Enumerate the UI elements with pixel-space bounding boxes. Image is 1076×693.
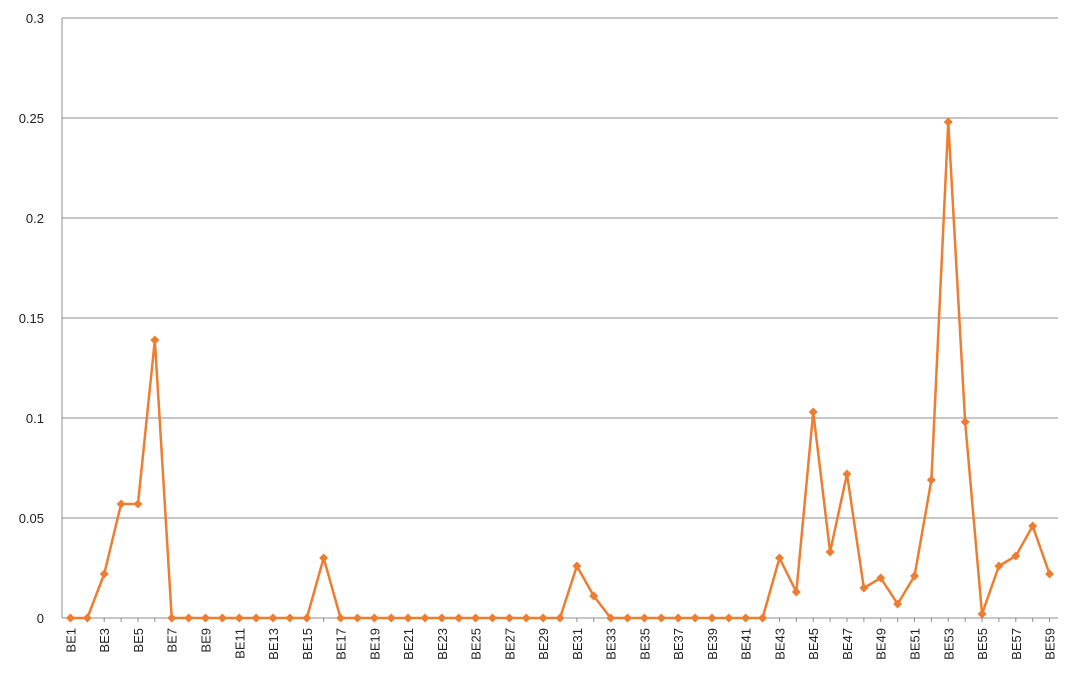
marker — [977, 609, 987, 619]
marker — [656, 613, 666, 623]
y-tick-label: 0.1 — [26, 411, 44, 426]
y-tick-label: 0.25 — [19, 111, 44, 126]
marker — [1011, 551, 1021, 561]
marker — [791, 587, 801, 597]
marker — [741, 613, 751, 623]
marker — [1045, 569, 1055, 579]
marker — [437, 613, 447, 623]
marker — [1028, 521, 1038, 531]
marker — [876, 573, 886, 583]
marker — [774, 553, 784, 563]
x-tick-label: BE45 — [806, 628, 821, 660]
x-tick-label: BE57 — [1009, 628, 1024, 660]
marker — [926, 475, 936, 485]
marker — [555, 613, 565, 623]
marker — [842, 469, 852, 479]
marker — [859, 583, 869, 593]
marker — [572, 561, 582, 571]
marker — [960, 417, 970, 427]
x-tick-label: BE51 — [908, 628, 923, 660]
marker — [724, 613, 734, 623]
marker — [251, 613, 261, 623]
marker — [302, 613, 312, 623]
marker — [471, 613, 481, 623]
marker — [808, 407, 818, 417]
marker — [639, 613, 649, 623]
marker — [504, 613, 514, 623]
marker — [184, 613, 194, 623]
x-tick-label: BE3 — [97, 628, 112, 653]
marker — [589, 591, 599, 601]
x-tick-label: BE59 — [1043, 628, 1058, 660]
x-tick-label: BE27 — [502, 628, 517, 660]
x-tick-label: BE7 — [165, 628, 180, 653]
x-tick-label: BE13 — [266, 628, 281, 660]
marker — [150, 335, 160, 345]
marker — [319, 553, 329, 563]
marker — [336, 613, 346, 623]
x-tick-label: BE39 — [705, 628, 720, 660]
marker — [487, 613, 497, 623]
x-tick-label: BE41 — [739, 628, 754, 660]
marker — [99, 569, 109, 579]
x-tick-label: BE29 — [536, 628, 551, 660]
marker — [167, 613, 177, 623]
marker — [234, 613, 244, 623]
marker — [673, 613, 683, 623]
marker — [623, 613, 633, 623]
marker — [403, 613, 413, 623]
marker — [994, 561, 1004, 571]
x-tick-label: BE31 — [570, 628, 585, 660]
marker — [521, 613, 531, 623]
x-tick-label: BE35 — [637, 628, 652, 660]
series-line — [70, 120, 1051, 620]
marker — [268, 613, 278, 623]
x-tick-label: BE43 — [772, 628, 787, 660]
x-tick-label: BE49 — [874, 628, 889, 660]
y-tick-label: 0 — [37, 611, 44, 626]
x-tick-label: BE19 — [367, 628, 382, 660]
x-tick-label: BE17 — [334, 628, 349, 660]
x-tick-label: BE53 — [941, 628, 956, 660]
marker — [82, 613, 92, 623]
x-tick-label: BE1 — [63, 628, 78, 653]
marker — [217, 613, 227, 623]
y-tick-label: 0.05 — [19, 511, 44, 526]
x-tick-label: BE25 — [469, 628, 484, 660]
marker — [386, 613, 396, 623]
marker — [65, 613, 75, 623]
marker — [893, 599, 903, 609]
marker — [707, 613, 717, 623]
marker — [285, 613, 295, 623]
x-tick-label: BE47 — [840, 628, 855, 660]
marker — [116, 499, 126, 509]
x-tick-label: BE37 — [671, 628, 686, 660]
x-tick-label: BE11 — [232, 628, 247, 659]
marker — [758, 613, 768, 623]
marker — [352, 613, 362, 623]
marker — [420, 613, 430, 623]
x-tick-label: BE23 — [435, 628, 450, 660]
x-tick-label: BE5 — [131, 628, 146, 653]
marker — [538, 613, 548, 623]
marker — [200, 613, 210, 623]
marker — [825, 547, 835, 557]
marker — [133, 499, 143, 509]
y-tick-label: 0.15 — [19, 311, 44, 326]
marker — [369, 613, 379, 623]
y-tick-label: 0.3 — [26, 11, 44, 26]
x-tick-label: BE9 — [198, 628, 213, 653]
marker — [943, 117, 953, 127]
x-tick-label: BE55 — [975, 628, 990, 660]
x-tick-label: BE33 — [604, 628, 619, 660]
x-tick-label: BE21 — [401, 628, 416, 660]
marker — [690, 613, 700, 623]
y-tick-label: 0.2 — [26, 211, 44, 226]
marker — [910, 571, 920, 581]
marker — [606, 613, 616, 623]
marker — [454, 613, 464, 623]
x-tick-label: BE15 — [300, 628, 315, 660]
